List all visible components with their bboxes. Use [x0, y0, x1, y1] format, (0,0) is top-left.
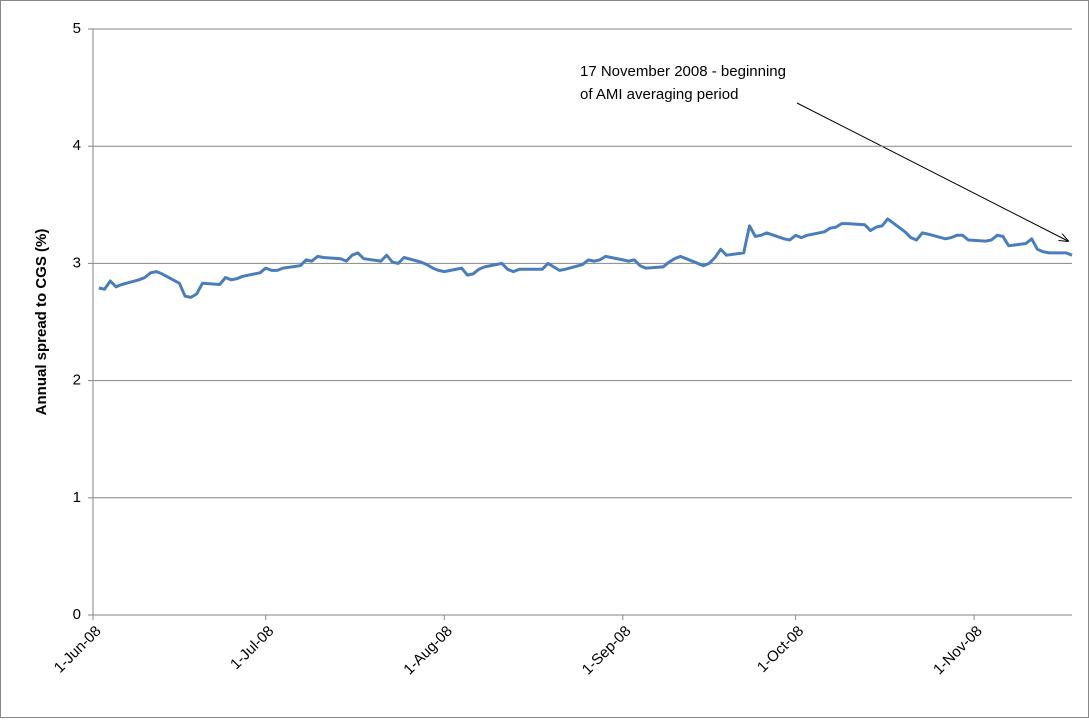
y-tick-label: 2	[73, 372, 81, 389]
x-tick-label: 1-Aug-08	[400, 623, 456, 679]
x-tick-label: 1-Sep-08	[579, 623, 635, 679]
y-axis-label: Annual spread to CGS (%)	[33, 229, 50, 416]
y-tick-label: 1	[73, 489, 81, 506]
data-line	[98, 217, 1073, 299]
x-tick-label: 1-Jun-08	[51, 623, 105, 677]
annotation-line: of AMI averaging period	[580, 86, 738, 103]
annotation-line: 17 November 2008 - beginning	[580, 63, 786, 80]
y-tick-label: 3	[73, 254, 81, 271]
x-tick-label: 1-Jul-08	[227, 623, 277, 673]
x-tick-label: 1-Nov-08	[930, 623, 986, 679]
y-tick-label: 0	[73, 606, 81, 623]
annotation-arrow	[796, 102, 1068, 241]
y-tick-label: 4	[73, 137, 81, 154]
y-tick-label: 5	[73, 20, 81, 37]
x-tick-label: 1-Oct-08	[754, 623, 807, 676]
